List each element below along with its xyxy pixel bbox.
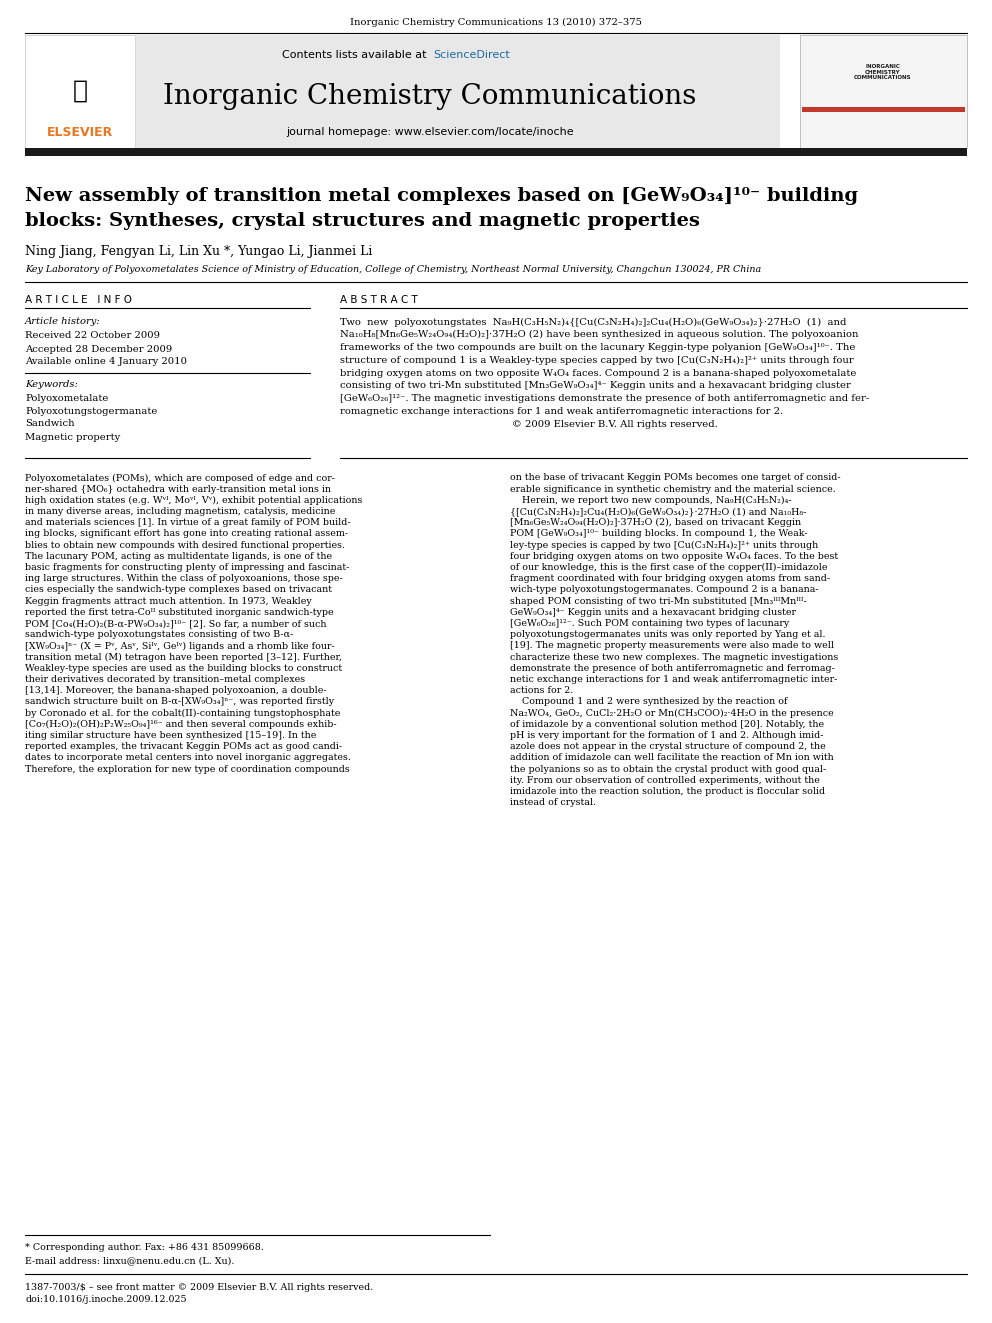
Text: Inorganic Chemistry Communications: Inorganic Chemistry Communications <box>164 83 696 111</box>
Text: Polyoxometalates (POMs), which are composed of edge and cor-: Polyoxometalates (POMs), which are compo… <box>25 474 335 483</box>
Text: Received 22 October 2009: Received 22 October 2009 <box>25 332 160 340</box>
Text: by Coronado et al. for the cobalt(II)-containing tungstophosphate: by Coronado et al. for the cobalt(II)-co… <box>25 709 340 718</box>
Text: instead of crystal.: instead of crystal. <box>510 798 596 807</box>
Text: bridging oxygen atoms on two opposite W₄O₄ faces. Compound 2 is a banana-shaped : bridging oxygen atoms on two opposite W₄… <box>340 369 856 377</box>
Text: wich-type polyoxotungstogermanates. Compound 2 is a banana-: wich-type polyoxotungstogermanates. Comp… <box>510 586 818 594</box>
Text: [13,14]. Moreover, the banana-shaped polyoxoanion, a double-: [13,14]. Moreover, the banana-shaped pol… <box>25 687 326 696</box>
Text: shaped POM consisting of two tri-Mn substituted [Mn₃ᴵᴵᴵMnᴵᴵᴵ-: shaped POM consisting of two tri-Mn subs… <box>510 597 806 606</box>
Text: INORGANIC
CHEMISTRY
COMMUNICATIONS: INORGANIC CHEMISTRY COMMUNICATIONS <box>854 64 912 81</box>
Text: ner-shared {MO₆} octahedra with early-transition metal ions in: ner-shared {MO₆} octahedra with early-tr… <box>25 484 331 493</box>
Text: cies especially the sandwich-type complexes based on trivacant: cies especially the sandwich-type comple… <box>25 586 332 594</box>
Text: erable significance in synthetic chemistry and the material science.: erable significance in synthetic chemist… <box>510 484 835 493</box>
Text: ing blocks, significant effort has gone into creating rational assem-: ing blocks, significant effort has gone … <box>25 529 348 538</box>
Text: Available online 4 January 2010: Available online 4 January 2010 <box>25 357 187 366</box>
Bar <box>25 34 135 148</box>
Bar <box>25 34 780 148</box>
Text: POM [GeW₉O₃₄]¹⁰⁻ building blocks. In compound 1, the Weak-: POM [GeW₉O₃₄]¹⁰⁻ building blocks. In com… <box>510 529 807 538</box>
Text: demonstrate the presence of both antiferromagnetic and ferromag-: demonstrate the presence of both antifer… <box>510 664 835 673</box>
Text: their derivatives decorated by transition–metal complexes: their derivatives decorated by transitio… <box>25 675 306 684</box>
Text: high oxidation states (e.g. Wᵛᴵ, Moᵛᴵ, Vᵛ), exhibit potential applications: high oxidation states (e.g. Wᵛᴵ, Moᵛᴵ, V… <box>25 496 362 505</box>
Text: ing large structures. Within the class of polyoxoanions, those spe-: ing large structures. Within the class o… <box>25 574 343 583</box>
Text: Inorganic Chemistry Communications 13 (2010) 372–375: Inorganic Chemistry Communications 13 (2… <box>350 17 642 26</box>
Text: azole does not appear in the crystal structure of compound 2, the: azole does not appear in the crystal str… <box>510 742 825 751</box>
Text: sandwich structure built on B-α-[XW₉O₃₄]ⁿ⁻, was reported firstly: sandwich structure built on B-α-[XW₉O₃₄]… <box>25 697 334 706</box>
Text: characterize these two new complexes. The magnetic investigations: characterize these two new complexes. Th… <box>510 652 838 662</box>
Text: reported the first tetra-Coᴵᴵ substituted inorganic sandwich-type: reported the first tetra-Coᴵᴵ substitute… <box>25 607 333 617</box>
Text: addition of imidazole can well facilitate the reaction of Mn ion with: addition of imidazole can well facilitat… <box>510 754 833 762</box>
Text: Na₁₀H₈[Mn₆Ge₅W₂₄O₉₄(H₂O)₂]·37H₂O (2) have been synthesized in aqueous solution. : Na₁₀H₈[Mn₆Ge₅W₂₄O₉₄(H₂O)₂]·37H₂O (2) hav… <box>340 331 858 340</box>
Text: Na₂WO₄, GeO₂, CuCl₂·2H₂O or Mn(CH₃COO)₂·4H₂O in the presence: Na₂WO₄, GeO₂, CuCl₂·2H₂O or Mn(CH₃COO)₂·… <box>510 709 833 718</box>
Text: of our knowledge, this is the first case of the copper(II)–imidazole: of our knowledge, this is the first case… <box>510 564 827 572</box>
Text: polyoxotungstogermanates units was only reported by Yang et al.: polyoxotungstogermanates units was only … <box>510 630 825 639</box>
Text: [Mn₆Ge₅W₂₄O₉₄(H₂O)₂]·37H₂O (2), based on trivacant Keggin: [Mn₆Ge₅W₂₄O₉₄(H₂O)₂]·37H₂O (2), based on… <box>510 519 802 528</box>
Text: [GeW₆O₂₆]¹²⁻. Such POM containing two types of lacunary: [GeW₆O₂₆]¹²⁻. Such POM containing two ty… <box>510 619 790 628</box>
Text: sandwich-type polyoxotungstates consisting of two B-α-: sandwich-type polyoxotungstates consisti… <box>25 630 294 639</box>
Text: transition metal (M) tetragon have been reported [3–12]. Further,: transition metal (M) tetragon have been … <box>25 652 342 662</box>
Text: on the base of trivacant Keggin POMs becomes one target of consid-: on the base of trivacant Keggin POMs bec… <box>510 474 840 483</box>
Text: Compound 1 and 2 were synthesized by the reaction of: Compound 1 and 2 were synthesized by the… <box>510 697 788 706</box>
Text: New assembly of transition metal complexes based on [GeW₉O₃₄]¹⁰⁻ building: New assembly of transition metal complex… <box>25 187 858 205</box>
Text: Key Laboratory of Polyoxometalates Science of Ministry of Education, College of : Key Laboratory of Polyoxometalates Scien… <box>25 266 761 274</box>
Text: POM [Co₄(H₂O)₂(B-α-PW₉O₃₄)₂]¹⁰⁻ [2]. So far, a number of such: POM [Co₄(H₂O)₂(B-α-PW₉O₃₄)₂]¹⁰⁻ [2]. So … <box>25 619 326 628</box>
Text: Herein, we report two new compounds, Na₉H(C₃H₅N₂)₄-: Herein, we report two new compounds, Na₉… <box>510 496 792 505</box>
Text: [GeW₆O₂₆]¹²⁻. The magnetic investigations demonstrate the presence of both antif: [GeW₆O₂₆]¹²⁻. The magnetic investigation… <box>340 394 869 404</box>
Bar <box>802 107 965 112</box>
Text: netic exchange interactions for 1 and weak antiferromagnetic inter-: netic exchange interactions for 1 and we… <box>510 675 837 684</box>
Text: Two  new  polyoxotungstates  Na₉H(C₃H₅N₂)₄{[Cu(C₃N₂H₄)₂]₂Cu₄(H₂O)₆(GeW₉O₃₄)₂}·27: Two new polyoxotungstates Na₉H(C₃H₅N₂)₄{… <box>340 318 846 327</box>
Text: E-mail address: linxu@nenu.edu.cn (L. Xu).: E-mail address: linxu@nenu.edu.cn (L. Xu… <box>25 1257 234 1266</box>
Text: Ning Jiang, Fengyan Li, Lin Xu *, Yungao Li, Jianmei Li: Ning Jiang, Fengyan Li, Lin Xu *, Yungao… <box>25 246 372 258</box>
Text: structure of compound 1 is a Weakley-type species capped by two [Cu(C₃N₂H₄)₂]²⁺ : structure of compound 1 is a Weakley-typ… <box>340 356 854 365</box>
Text: A B S T R A C T: A B S T R A C T <box>340 295 418 306</box>
Text: GeW₉O₃₄]⁴⁻ Keggin units and a hexavacant bridging cluster: GeW₉O₃₄]⁴⁻ Keggin units and a hexavacant… <box>510 607 796 617</box>
Text: {[Cu(C₃N₂H₄)₂]₂Cu₄(H₂O)₆(GeW₉O₃₄)₂}·27H₂O (1) and Na₁₀H₈-: {[Cu(C₃N₂H₄)₂]₂Cu₄(H₂O)₆(GeW₉O₃₄)₂}·27H₂… <box>510 507 806 516</box>
Text: imidazole into the reaction solution, the product is floccular solid: imidazole into the reaction solution, th… <box>510 787 825 796</box>
Text: Accepted 28 December 2009: Accepted 28 December 2009 <box>25 344 173 353</box>
Text: pH is very important for the formation of 1 and 2. Although imid-: pH is very important for the formation o… <box>510 732 823 740</box>
Text: 🌳: 🌳 <box>72 79 87 103</box>
Text: actions for 2.: actions for 2. <box>510 687 573 696</box>
Text: blocks: Syntheses, crystal structures and magnetic properties: blocks: Syntheses, crystal structures an… <box>25 212 700 230</box>
Text: 1387-7003/$ – see front matter © 2009 Elsevier B.V. All rights reserved.: 1387-7003/$ – see front matter © 2009 El… <box>25 1282 373 1291</box>
Text: romagnetic exchange interactions for 1 and weak antiferromagnetic interactions f: romagnetic exchange interactions for 1 a… <box>340 407 783 417</box>
Text: Weakley-type species are used as the building blocks to construct: Weakley-type species are used as the bui… <box>25 664 342 673</box>
Text: Keywords:: Keywords: <box>25 381 78 389</box>
Text: ELSEVIER: ELSEVIER <box>47 127 113 139</box>
Text: Sandwich: Sandwich <box>25 419 74 429</box>
Text: Therefore, the exploration for new type of coordination compounds: Therefore, the exploration for new type … <box>25 765 350 774</box>
Text: basic fragments for constructing plenty of impressing and fascinat-: basic fragments for constructing plenty … <box>25 564 349 572</box>
Text: Polyoxometalate: Polyoxometalate <box>25 393 108 402</box>
Text: [19]. The magnetic property measurements were also made to well: [19]. The magnetic property measurements… <box>510 642 834 651</box>
Text: * Corresponding author. Fax: +86 431 85099668.: * Corresponding author. Fax: +86 431 850… <box>25 1244 264 1253</box>
Text: the polyanions so as to obtain the crystal product with good qual-: the polyanions so as to obtain the cryst… <box>510 765 826 774</box>
Text: journal homepage: www.elsevier.com/locate/inoche: journal homepage: www.elsevier.com/locat… <box>286 127 573 138</box>
Text: A R T I C L E   I N F O: A R T I C L E I N F O <box>25 295 132 306</box>
Bar <box>800 34 967 148</box>
Text: doi:10.1016/j.inoche.2009.12.025: doi:10.1016/j.inoche.2009.12.025 <box>25 1295 186 1304</box>
Text: Article history:: Article history: <box>25 318 101 327</box>
Text: dates to incorporate metal centers into novel inorganic aggregates.: dates to incorporate metal centers into … <box>25 754 351 762</box>
Text: © 2009 Elsevier B.V. All rights reserved.: © 2009 Elsevier B.V. All rights reserved… <box>340 419 718 429</box>
Bar <box>25 148 967 156</box>
Text: consisting of two tri-Mn substituted [Mn₃GeW₉O₃₄]⁴⁻ Keggin units and a hexavacan: consisting of two tri-Mn substituted [Mn… <box>340 381 851 390</box>
Text: ScienceDirect: ScienceDirect <box>433 50 510 60</box>
Text: Magnetic property: Magnetic property <box>25 433 120 442</box>
Text: four bridging oxygen atoms on two opposite W₄O₄ faces. To the best: four bridging oxygen atoms on two opposi… <box>510 552 838 561</box>
Text: [XW₉O₃₄]ⁿ⁻ (X = Pᵛ, Asᵛ, Siᴵᵛ, Geᴵᵛ) ligands and a rhomb like four-: [XW₉O₃₄]ⁿ⁻ (X = Pᵛ, Asᵛ, Siᴵᵛ, Geᴵᵛ) lig… <box>25 642 334 651</box>
Text: in many diverse areas, including magnetism, catalysis, medicine: in many diverse areas, including magneti… <box>25 507 335 516</box>
Text: ity. From our observation of controlled experiments, without the: ity. From our observation of controlled … <box>510 775 819 785</box>
Text: blies to obtain new compounds with desired functional properties.: blies to obtain new compounds with desir… <box>25 541 345 549</box>
Text: of imidazole by a conventional solution method [20]. Notably, the: of imidazole by a conventional solution … <box>510 720 824 729</box>
Text: fragment coordinated with four bridging oxygen atoms from sand-: fragment coordinated with four bridging … <box>510 574 830 583</box>
Text: reported examples, the trivacant Keggin POMs act as good candi-: reported examples, the trivacant Keggin … <box>25 742 342 751</box>
Text: Keggin fragments attract much attention. In 1973, Weakley: Keggin fragments attract much attention.… <box>25 597 311 606</box>
Text: frameworks of the two compounds are built on the lacunary Keggin-type polyanion : frameworks of the two compounds are buil… <box>340 343 855 352</box>
Text: [Co₇(H₂O)₂(OH)₂P₂W₂₅O₉₄]¹⁶⁻ and then several compounds exhib-: [Co₇(H₂O)₂(OH)₂P₂W₂₅O₉₄]¹⁶⁻ and then sev… <box>25 720 336 729</box>
Text: ley-type species is capped by two [Cu(C₃N₂H₄)₂]²⁺ units through: ley-type species is capped by two [Cu(C₃… <box>510 541 818 550</box>
Text: Polyoxotungstogermanate: Polyoxotungstogermanate <box>25 406 158 415</box>
Text: The lacunary POM, acting as multidentate ligands, is one of the: The lacunary POM, acting as multidentate… <box>25 552 332 561</box>
Text: and materials sciences [1]. In virtue of a great family of POM build-: and materials sciences [1]. In virtue of… <box>25 519 350 528</box>
Text: iting similar structure have been synthesized [15–19]. In the: iting similar structure have been synthe… <box>25 732 316 740</box>
Text: Contents lists available at: Contents lists available at <box>282 50 430 60</box>
